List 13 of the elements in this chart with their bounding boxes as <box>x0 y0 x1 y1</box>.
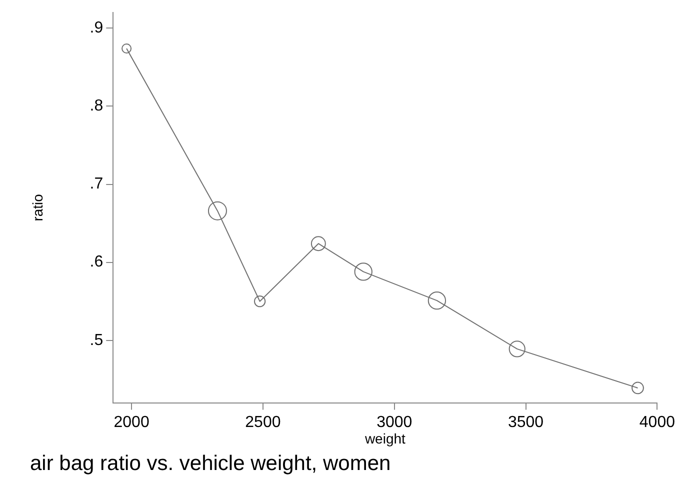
y-tick-label: .6 <box>90 254 104 271</box>
x-tick-label: 4000 <box>639 414 676 431</box>
x-tick-label: 3000 <box>376 414 412 431</box>
y-tick-label: .9 <box>90 20 104 37</box>
y-tick-label: .8 <box>90 98 104 115</box>
x-axis-title: weight <box>364 430 406 446</box>
text: air bag ratio vs. vehicle weight, women <box>30 452 391 476</box>
y-tick-label: .7 <box>90 176 104 193</box>
y-axis-title: ratio <box>29 194 46 222</box>
y-tick-label: .5 <box>90 332 104 349</box>
x-tick-label: 3500 <box>508 414 544 431</box>
x-tick-label: 2500 <box>245 414 281 431</box>
x-tick-label: 2000 <box>114 414 150 431</box>
